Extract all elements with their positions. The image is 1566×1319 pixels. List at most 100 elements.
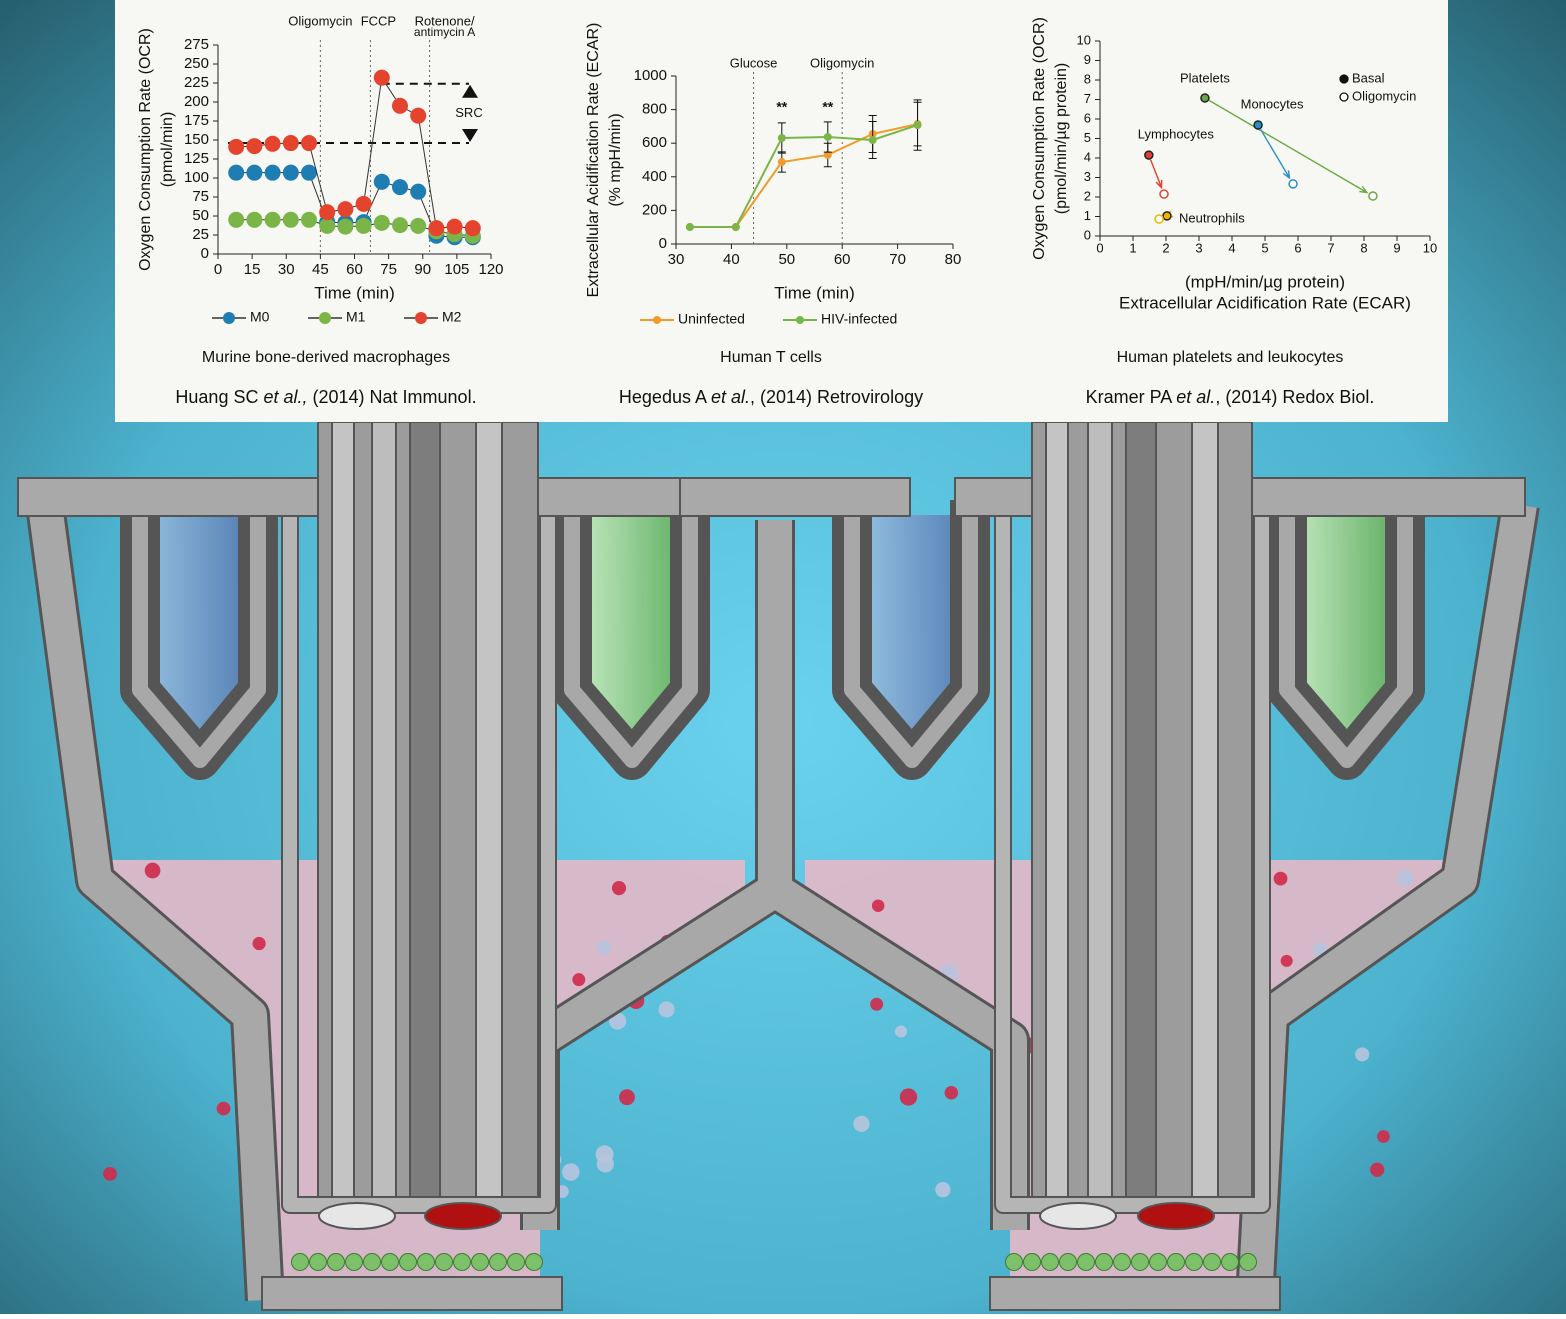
y-tick-label: 6 xyxy=(1084,110,1091,125)
x-tick-label: 50 xyxy=(778,251,795,268)
y-tick-label: 225 xyxy=(184,74,209,91)
y-axis-label: Oxygen Consumption Rate (OCR) xyxy=(1031,17,1048,260)
y-tick-label: 600 xyxy=(642,134,667,151)
event-label: Oligomycin xyxy=(288,13,352,28)
port-liquid xyxy=(158,515,240,750)
group-label: Monocytes xyxy=(1241,96,1304,111)
citation: Hegedus A et al., (2014) Retrovirology xyxy=(619,387,923,407)
bubble xyxy=(658,1001,675,1018)
y-axis-label: (pmol/min) xyxy=(159,112,176,188)
caption: Murine bone-derived macrophages xyxy=(202,349,450,366)
x-tick-label: 30 xyxy=(278,261,295,278)
point xyxy=(282,135,299,152)
bubble xyxy=(935,1181,951,1198)
cell xyxy=(1185,1253,1203,1271)
legend-label: M1 xyxy=(346,309,366,325)
bubble xyxy=(595,1145,614,1164)
cell xyxy=(1113,1253,1131,1271)
x-tick-label: 10 xyxy=(1423,240,1437,255)
x-tick-label: 1 xyxy=(1129,240,1136,255)
point xyxy=(392,217,408,234)
point xyxy=(228,164,245,181)
group-label: Platelets xyxy=(1180,70,1230,85)
y-tick-label: 0 xyxy=(1084,227,1091,242)
cell xyxy=(507,1253,525,1271)
y-axis-label: (pmol/min/µg protein) xyxy=(1053,63,1070,215)
point xyxy=(246,164,263,181)
point xyxy=(1368,191,1378,201)
y-tick-label: 250 xyxy=(184,55,209,72)
cell xyxy=(1203,1253,1221,1271)
bubble xyxy=(895,1025,908,1038)
point xyxy=(464,220,481,237)
y-tick-label: 25 xyxy=(192,226,209,243)
event-label: Rotenone/ xyxy=(415,13,475,28)
legend-label: Oligomycin xyxy=(1352,88,1416,103)
x-axis-label: (mpH/min/µg protein) xyxy=(1185,272,1345,291)
x-tick-label: 70 xyxy=(889,251,906,268)
cell xyxy=(525,1253,543,1271)
point xyxy=(264,135,281,152)
legend-marker xyxy=(223,312,235,324)
y-tick-label: 200 xyxy=(184,93,209,110)
y-tick-label: 10 xyxy=(1077,32,1091,47)
point xyxy=(355,195,372,212)
point xyxy=(355,217,372,234)
bubble xyxy=(1280,954,1293,967)
x-tick-label: 120 xyxy=(478,261,503,278)
cell xyxy=(1077,1253,1095,1271)
point xyxy=(228,211,245,228)
point xyxy=(301,211,317,228)
seahorse-cartridge-illustration xyxy=(17,421,1540,1311)
citation-part: et al. xyxy=(1176,387,1215,407)
port-liquid xyxy=(590,515,672,750)
citation-part: Huang SC xyxy=(175,387,263,407)
probes xyxy=(317,421,1253,1230)
x-axis-label: Time (min) xyxy=(314,283,395,302)
cell xyxy=(327,1253,345,1271)
y-tick-label: 125 xyxy=(184,150,209,167)
legend-label: HIV-infected xyxy=(821,311,897,327)
x-tick-label: 15 xyxy=(244,261,261,278)
x-tick-label: 0 xyxy=(214,261,222,278)
bubble xyxy=(899,1088,918,1106)
y-tick-label: 3 xyxy=(1084,169,1091,184)
charts: 0 15 30 45 60 75 90 105 120025507510012515017520… xyxy=(137,13,1437,406)
legend-marker xyxy=(1339,74,1349,84)
group-label: Lymphocytes xyxy=(1138,127,1215,142)
bubble xyxy=(1273,871,1288,886)
point xyxy=(1253,120,1263,130)
y-tick-label: 175 xyxy=(184,112,209,129)
point xyxy=(301,135,317,152)
bubble xyxy=(619,1089,635,1106)
point xyxy=(282,164,299,181)
bubble xyxy=(572,973,586,987)
point xyxy=(731,223,740,232)
y-tick-label: 1000 xyxy=(634,67,667,84)
bubble xyxy=(853,1115,870,1133)
point xyxy=(373,69,390,86)
point xyxy=(868,136,877,145)
bubble xyxy=(1377,1130,1390,1143)
bubble xyxy=(1397,870,1414,887)
y-tick-label: 4 xyxy=(1084,149,1091,164)
legend-label: M2 xyxy=(442,309,462,325)
port-liquid xyxy=(870,515,952,750)
point xyxy=(1154,214,1164,224)
y-tick-label: 9 xyxy=(1084,52,1091,67)
y-tick-label: 50 xyxy=(192,207,209,224)
cell xyxy=(1131,1253,1149,1271)
cell xyxy=(453,1253,471,1271)
point xyxy=(392,97,408,114)
y-tick-label: 800 xyxy=(642,101,667,118)
event-label: Oligomycin xyxy=(810,55,874,70)
caption: Human platelets and leukocytes xyxy=(1117,349,1344,366)
cell xyxy=(1149,1253,1167,1271)
x-axis-label: Extracellular Acidification Rate (ECAR) xyxy=(1119,293,1411,312)
y-tick-label: 0 xyxy=(659,235,667,252)
citation: Huang SC et al., (2014) Nat Immunol. xyxy=(175,387,476,407)
x-tick-label: 75 xyxy=(380,261,397,278)
arrow xyxy=(1149,159,1163,190)
point xyxy=(685,223,694,232)
point xyxy=(373,173,390,190)
